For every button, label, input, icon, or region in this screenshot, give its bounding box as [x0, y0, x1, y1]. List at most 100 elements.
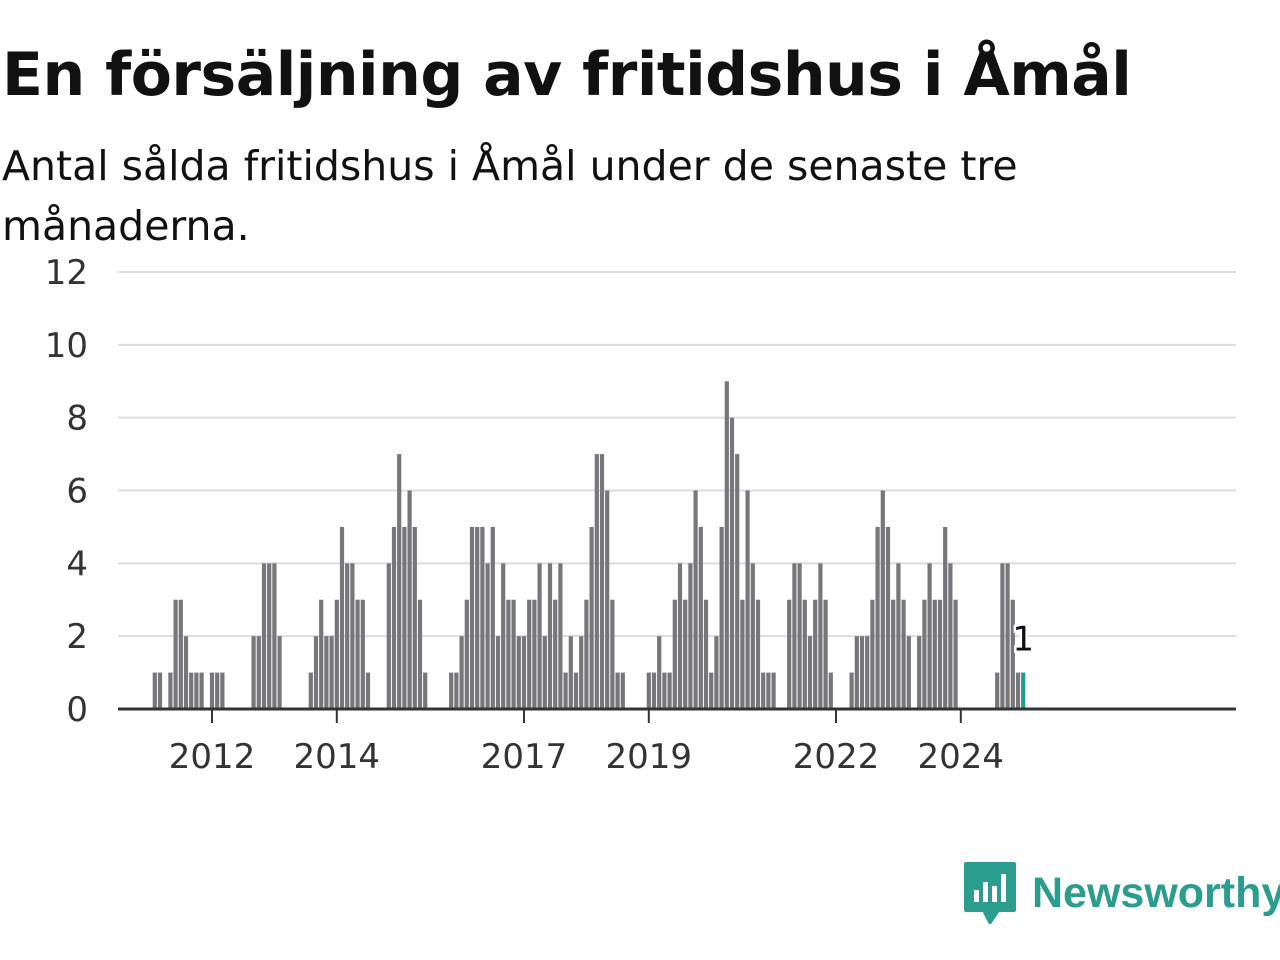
bar	[386, 563, 391, 709]
bar	[417, 599, 423, 709]
bar	[891, 599, 896, 709]
bar	[719, 526, 724, 709]
bar	[334, 599, 339, 709]
bar	[568, 636, 573, 709]
bar	[189, 672, 194, 709]
bar	[797, 563, 802, 709]
bar	[937, 599, 943, 709]
bar	[896, 563, 901, 709]
bar	[615, 672, 620, 709]
bar	[547, 563, 553, 709]
bar	[901, 599, 906, 709]
bar	[256, 636, 261, 709]
bar	[714, 636, 719, 709]
bar	[792, 563, 797, 709]
newsworthy-logo[interactable]: Newsworthy	[962, 860, 1280, 926]
bar	[813, 599, 818, 709]
bar	[397, 454, 402, 709]
bar	[828, 672, 833, 709]
bar	[771, 672, 776, 709]
bar	[209, 672, 215, 709]
bar	[199, 672, 204, 709]
bar	[537, 563, 542, 709]
x-tick-label: 2019	[606, 737, 693, 777]
bar	[750, 563, 755, 709]
bar	[579, 636, 584, 709]
bar	[948, 563, 953, 709]
bar	[573, 672, 579, 709]
bar	[823, 599, 828, 709]
bar	[277, 636, 282, 709]
bar	[542, 636, 547, 709]
bar	[610, 599, 615, 709]
newsworthy-logo-icon	[964, 862, 1016, 924]
bar	[854, 636, 859, 709]
y-tick-label: 6	[66, 472, 88, 512]
bar	[875, 526, 880, 709]
bar	[662, 672, 667, 709]
x-tick-label: 2014	[294, 737, 381, 777]
bar	[345, 563, 350, 709]
bar	[501, 563, 506, 709]
bar	[152, 672, 157, 709]
bar	[865, 636, 870, 709]
bar	[755, 599, 761, 709]
bar	[1010, 599, 1015, 709]
bar	[599, 454, 605, 709]
bar	[553, 599, 558, 709]
chart-title: En försäljning av fritidshus i Åmål	[2, 40, 1132, 110]
bar	[589, 526, 594, 709]
bar	[922, 599, 927, 709]
bar	[267, 563, 272, 709]
bar	[885, 526, 891, 709]
bar	[339, 526, 345, 709]
bar	[995, 672, 1000, 709]
bar	[870, 599, 875, 709]
y-tick-label: 8	[66, 399, 88, 439]
bar	[724, 381, 729, 709]
bar	[787, 599, 792, 709]
bar	[157, 672, 163, 709]
bar	[807, 636, 813, 709]
y-tick-label: 10	[45, 326, 88, 366]
bar	[319, 599, 324, 709]
bar	[693, 490, 698, 709]
bar	[709, 672, 714, 709]
bar	[532, 599, 537, 709]
bar	[1000, 563, 1005, 709]
bar	[558, 563, 563, 709]
bar-chart: 0 2 4 6 8 10 12 2012 2014 2017 2019 2022 2024 1	[45, 253, 1236, 777]
bar	[620, 672, 625, 709]
x-tick-label: 2024	[918, 737, 1005, 777]
highlight-bar	[1021, 672, 1026, 709]
bar	[412, 526, 417, 709]
bar	[490, 526, 495, 709]
chart-subtitle: Antal sålda fritidshus i Åmål under de s…	[2, 142, 1018, 250]
bar	[261, 563, 267, 709]
bar	[646, 672, 651, 709]
bar	[1015, 672, 1021, 709]
bar	[766, 672, 771, 709]
bar	[215, 672, 220, 709]
y-tick-label: 12	[45, 253, 88, 293]
bar	[735, 454, 740, 709]
bar	[308, 672, 313, 709]
bar	[480, 526, 485, 709]
y-tick-label: 0	[66, 690, 88, 730]
bar	[594, 454, 599, 709]
bar	[516, 636, 521, 709]
bar	[454, 672, 459, 709]
bar	[859, 636, 865, 709]
bar	[563, 672, 568, 709]
bar	[906, 636, 911, 709]
y-axis-labels: 0 2 4 6 8 10 12	[45, 253, 88, 730]
bar	[688, 563, 693, 709]
bar	[251, 636, 256, 709]
bar	[605, 490, 610, 709]
bar	[407, 490, 412, 709]
bar	[917, 636, 922, 709]
bar	[683, 599, 688, 709]
bars	[152, 381, 1026, 709]
bar	[365, 672, 371, 709]
x-tick-label: 2017	[481, 737, 568, 777]
